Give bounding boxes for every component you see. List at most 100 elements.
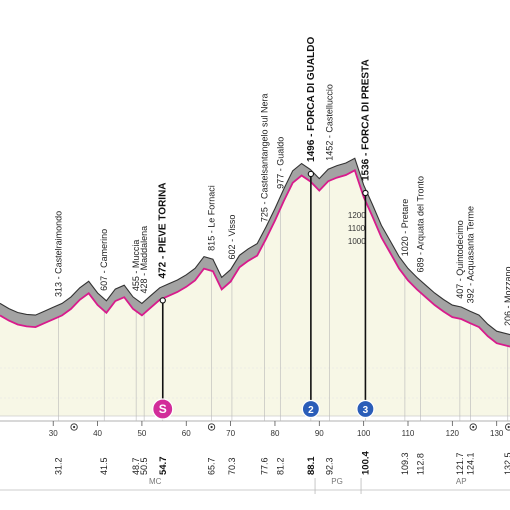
place-altitude: 602 bbox=[227, 244, 237, 259]
place-label: 602 - Visso bbox=[227, 215, 237, 260]
label-separator: - bbox=[259, 199, 269, 207]
sky-layer bbox=[0, 170, 510, 422]
place-altitude: 1536 bbox=[360, 158, 371, 181]
place-name: Quintodecimo bbox=[455, 220, 465, 276]
place-km-label: 41.5 bbox=[99, 457, 109, 475]
place-altitude: 1452 bbox=[325, 141, 335, 161]
altitude-ticks: 1200 1100 1000 bbox=[348, 211, 366, 246]
marker-label: 3 bbox=[363, 405, 369, 416]
place-name: Pretare bbox=[400, 199, 410, 229]
place-km-label: 50.5 bbox=[139, 457, 149, 475]
place-name: Castelraimondo bbox=[54, 211, 64, 274]
place-name: Muccia bbox=[131, 240, 141, 269]
place-altitude: 392 bbox=[466, 288, 476, 303]
place-label: 206 - Mozzano bbox=[503, 266, 510, 326]
altitude-tick-label: 1100 bbox=[348, 224, 366, 233]
place-altitude: 407 bbox=[455, 284, 465, 299]
place-label: 455 - Muccia bbox=[131, 240, 141, 292]
clock-icon-dot bbox=[507, 425, 510, 429]
sprint-icon bbox=[152, 398, 174, 420]
label-separator: - bbox=[415, 250, 425, 258]
place-altitude: 313 bbox=[54, 282, 64, 297]
sky-fill bbox=[0, 170, 510, 416]
place-km-label: 70.3 bbox=[227, 457, 237, 475]
label-separator: - bbox=[227, 236, 237, 244]
profile-layer bbox=[0, 157, 510, 348]
marker-label: S bbox=[159, 402, 167, 416]
place-labels: 313 - Castelraimondo 607 - Camerino 455 - … bbox=[54, 37, 510, 327]
place-altitude: 1496 bbox=[306, 139, 317, 162]
elevation-line bbox=[0, 157, 510, 336]
place-name: Gualdo bbox=[275, 137, 285, 166]
km-tick-label: 110 bbox=[402, 429, 415, 438]
place-label: 1536 - FORCA DI PRESTA bbox=[360, 59, 371, 181]
elevation-band bbox=[0, 158, 510, 347]
region-label: AP bbox=[456, 477, 467, 486]
place-altitude: 428 bbox=[139, 278, 149, 293]
region-strip: MC PG AP bbox=[0, 477, 510, 494]
label-separator: - bbox=[275, 166, 285, 174]
place-km-label: 100.4 bbox=[360, 451, 371, 475]
label-separator: - bbox=[131, 268, 141, 276]
marker-dot bbox=[307, 170, 315, 178]
km-tick-label: 100 bbox=[357, 429, 371, 438]
marker-label: 2 bbox=[308, 405, 314, 416]
place-name: Visso bbox=[227, 215, 237, 237]
climb-markers: S 2 3 bbox=[152, 170, 375, 420]
km-tick-label: 40 bbox=[93, 429, 102, 438]
place-km-label: 81.2 bbox=[275, 457, 285, 475]
place-label: 1020 - Pretare bbox=[400, 199, 410, 257]
place-label: 689 - Arquata del Tronto bbox=[415, 176, 425, 273]
region-label: PG bbox=[331, 477, 343, 486]
region-label: MC bbox=[149, 477, 162, 486]
km-labels: 31.2 41.5 48.750.5 54.7 65.7 70.3 77.6 81.2 88.1… bbox=[54, 451, 510, 475]
road-line bbox=[0, 169, 510, 348]
label-separator: - bbox=[400, 228, 410, 236]
kom-icon bbox=[301, 399, 320, 419]
place-altitude: 815 bbox=[207, 236, 217, 251]
place-km-label: 112.8 bbox=[415, 453, 425, 475]
place-name: PIEVE TORINA bbox=[158, 182, 169, 252]
altitude-tick-label: 1000 bbox=[348, 237, 366, 246]
kom-icon bbox=[356, 399, 375, 419]
place-altitude: 455 bbox=[131, 276, 141, 291]
label-separator: - bbox=[99, 268, 109, 276]
km-tick-label: 50 bbox=[137, 429, 146, 438]
clock-icon-dot bbox=[210, 425, 213, 429]
place-km-label: 77.6 bbox=[259, 457, 269, 475]
place-name: Castelluccio bbox=[325, 84, 335, 133]
km-tick-label: 60 bbox=[182, 429, 191, 438]
km-tick-label: 120 bbox=[446, 429, 460, 438]
label-separator: - bbox=[207, 228, 217, 236]
place-label: 407 - Quintodecimo bbox=[455, 220, 465, 299]
place-altitude: 689 bbox=[415, 257, 425, 272]
place-label: 392 - Acquasanta Terme bbox=[466, 206, 476, 303]
place-name: Castelsantangelo sul Nera bbox=[259, 93, 269, 199]
place-km-label: 54.7 bbox=[158, 457, 169, 476]
label-separator: - bbox=[139, 270, 149, 278]
place-name: Arquata del Tronto bbox=[415, 176, 425, 250]
place-label: 428 - Maddalena bbox=[139, 226, 149, 294]
km-axis: 30 40 50 60 70 80 90 100 110 120 130 bbox=[49, 421, 510, 438]
label-separator: - bbox=[466, 281, 476, 289]
place-km-label: 109.3 bbox=[400, 452, 410, 475]
place-km-label: 121.7 bbox=[455, 452, 465, 475]
place-km-label: 124.1 bbox=[466, 452, 476, 475]
place-name: FORCA DI PRESTA bbox=[360, 59, 371, 150]
place-altitude: 206 bbox=[503, 311, 510, 326]
label-separator: - bbox=[325, 133, 335, 141]
km-tick-label: 130 bbox=[490, 429, 504, 438]
label-separator: - bbox=[54, 274, 64, 282]
place-altitude: 725 bbox=[259, 207, 269, 222]
place-altitude: 977 bbox=[275, 174, 285, 189]
place-altitude: 607 bbox=[99, 276, 109, 291]
place-km-label: 31.2 bbox=[54, 457, 64, 475]
place-km-label: 65.7 bbox=[207, 457, 217, 475]
place-label: 607 - Camerino bbox=[99, 229, 109, 291]
place-name: FORCA DI GUALDO bbox=[306, 37, 317, 131]
place-km-label: 92.3 bbox=[325, 457, 335, 475]
marker-dot bbox=[159, 297, 166, 304]
place-name: Mozzano bbox=[503, 266, 510, 303]
km-tick-label: 90 bbox=[315, 429, 324, 438]
